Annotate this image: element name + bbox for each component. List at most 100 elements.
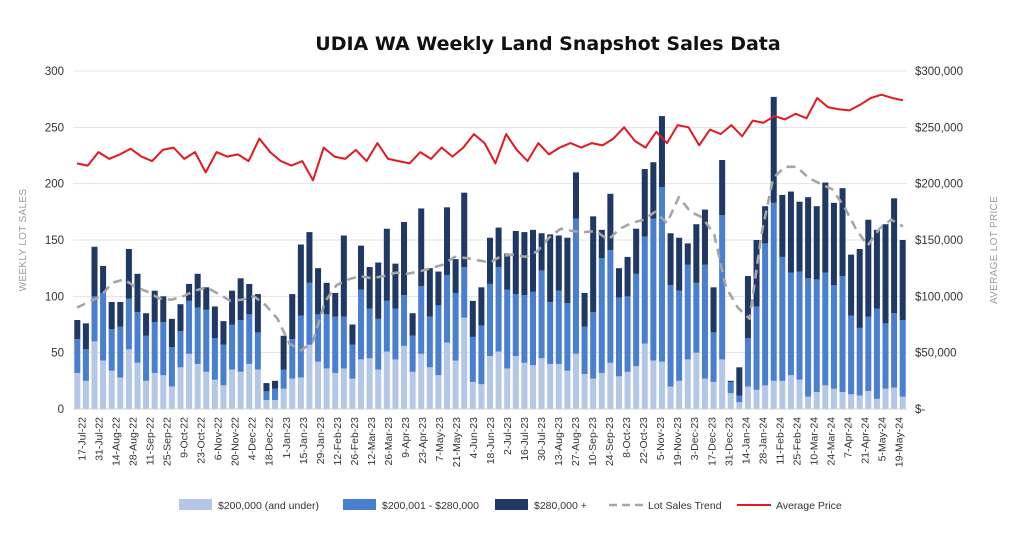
bar-segment-3	[366, 267, 373, 309]
bar-segment-3	[865, 219, 872, 317]
bar-segment-1	[143, 380, 150, 409]
legend-swatch	[495, 499, 528, 510]
bar-segment-3	[117, 301, 124, 327]
x-tick-label: 23-Oct-22	[196, 417, 208, 464]
bar-segment-2	[744, 338, 751, 387]
bar-segment-2	[624, 296, 631, 372]
bar-segment-3	[710, 287, 717, 333]
bar-segment-2	[822, 272, 829, 386]
bar-segment-1	[856, 395, 863, 409]
bar-segment-1	[289, 378, 296, 409]
bar-segment-2	[168, 347, 175, 387]
bar-segment-2	[650, 218, 657, 361]
bar-segment-3	[358, 245, 365, 290]
bar-segment-3	[246, 283, 253, 315]
bar-segment-1	[701, 378, 708, 409]
bar-segment-2	[117, 326, 124, 378]
x-tick-label: 13-Aug-23	[553, 417, 565, 466]
x-tick-label: 23-Apr-23	[417, 417, 429, 464]
bar-segment-1	[762, 385, 769, 409]
bar-segment-3	[521, 232, 528, 296]
bar-segment-2	[108, 329, 115, 371]
bar-segment-1	[160, 375, 167, 409]
bar-segment-3	[349, 324, 356, 345]
bar-segment-2	[641, 236, 648, 344]
bar-segment-1	[805, 396, 812, 409]
bar-segment-3	[744, 276, 751, 339]
bar-segment-1	[297, 377, 304, 409]
x-tick-label: 14-Jan-24	[740, 417, 752, 464]
bar-segment-2	[186, 300, 193, 354]
bar-segment-3	[856, 249, 863, 328]
chart-title: UDIA WA Weekly Land Snapshot Sales Data	[315, 33, 780, 55]
bar-segment-1	[555, 363, 562, 409]
bar-segment-2	[753, 306, 760, 390]
bar-segment-2	[873, 308, 880, 399]
bar-segment-1	[108, 370, 115, 409]
bar-segment-1	[435, 375, 442, 409]
bar-segment-2	[229, 324, 236, 370]
bar-segment-1	[74, 372, 81, 409]
bars-layer	[74, 96, 906, 409]
x-tick-label: 21-Apr-24	[859, 417, 871, 464]
y-tick-label: 100	[45, 291, 64, 303]
lot-sales-trend-line	[76, 165, 904, 352]
bar-segment-3	[693, 224, 700, 283]
bar-segment-2	[151, 322, 158, 373]
x-tick-label: 24-Mar-24	[825, 417, 837, 466]
y-tick-label: 0	[58, 404, 64, 416]
y-tick-label: 250	[45, 122, 64, 134]
bar-segment-2	[332, 316, 339, 373]
legend-label: $200,000 (and under)	[218, 500, 319, 512]
bar-segment-1	[254, 369, 261, 409]
y2-tick-label: $250,000	[915, 122, 963, 134]
bar-segment-1	[572, 353, 579, 409]
bar-segment-3	[263, 383, 270, 391]
x-tick-label: 28-Aug-22	[128, 417, 140, 466]
bar-segment-3	[529, 229, 536, 292]
bar-segment-1	[280, 388, 287, 409]
x-tick-label: 18-Dec-22	[264, 417, 276, 466]
bar-segment-2	[572, 218, 579, 354]
bar-segment-3	[779, 194, 786, 257]
bar-segment-3	[538, 233, 545, 271]
x-tick-label: 11-Sep-22	[145, 417, 157, 465]
bar-segment-3	[830, 202, 837, 286]
bar-segment-2	[280, 369, 287, 389]
x-tick-label: 16-Jul-23	[519, 417, 531, 461]
y2-tick-label: $200,000	[915, 179, 963, 191]
bar-segment-1	[899, 396, 906, 409]
bar-segment-2	[74, 339, 81, 373]
bar-segment-2	[701, 264, 708, 379]
bar-segment-1	[194, 363, 201, 409]
bar-segment-2	[143, 335, 150, 381]
bar-segment-3	[796, 201, 803, 272]
bar-segment-1	[91, 341, 98, 409]
bar-segment-1	[667, 386, 674, 409]
bar-segment-3	[572, 172, 579, 219]
x-tick-label: 30-Jul-23	[536, 417, 548, 461]
bar-segment-2	[340, 316, 347, 369]
bar-segment-2	[787, 272, 794, 376]
bar-segment-3	[564, 237, 571, 304]
bar-segment-1	[607, 362, 614, 409]
legend-swatch	[343, 499, 376, 510]
bar-segment-1	[676, 380, 683, 409]
bar-segment-2	[813, 279, 820, 393]
legend: $200,000 (and under) $200,001 - $280,000 $…	[179, 499, 842, 512]
bar-segment-1	[366, 358, 373, 409]
bar-segment-3	[315, 268, 322, 315]
bar-segment-2	[82, 349, 89, 381]
bar-segment-3	[813, 206, 820, 280]
bar-segment-1	[770, 380, 777, 409]
bar-segment-1	[237, 371, 244, 409]
bar-segment-1	[839, 392, 846, 409]
bar-segment-2	[684, 264, 691, 360]
bar-segment-3	[220, 321, 227, 345]
bar-segment-3	[444, 207, 451, 275]
x-tick-label: 19-May-24	[894, 417, 906, 467]
bar-segment-2	[349, 344, 356, 379]
bar-segment-1	[504, 368, 511, 409]
x-tick-label: 4-Jun-23	[468, 417, 480, 459]
